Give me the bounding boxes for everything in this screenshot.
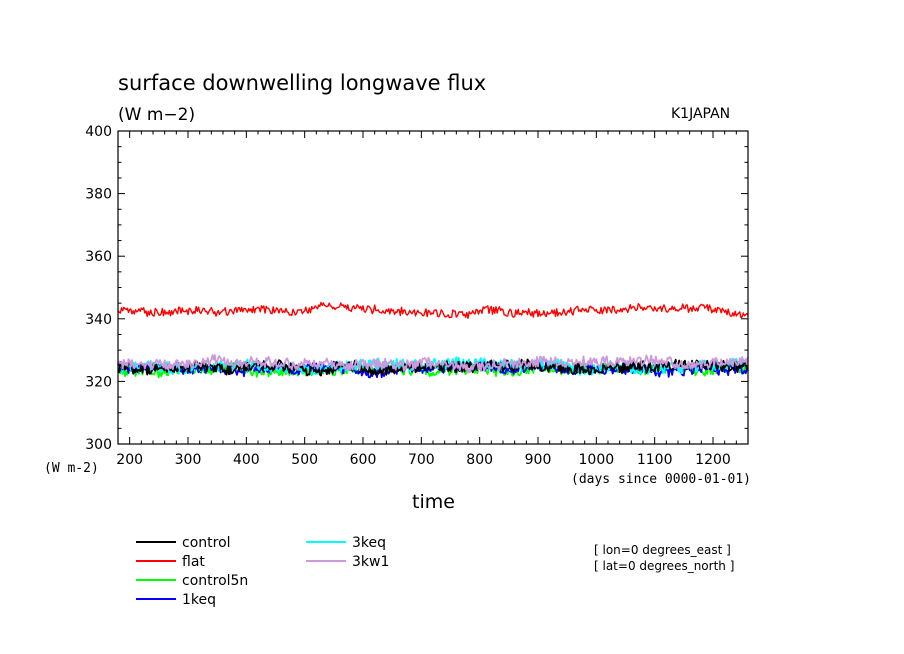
series-line-3kw1 [117,354,749,374]
x-axis-label: time [412,491,455,513]
legend-label-3kw1: 3kw1 [352,554,389,570]
x-tick-label: 300 [175,452,202,468]
legend-label-flat: flat [182,554,205,570]
y-tick-label: 340 [85,312,112,328]
series-line-flat [117,301,749,319]
chart-units: (W m−2) [118,105,195,125]
y-tick-label: 320 [85,374,112,390]
x-tick-label: 1200 [695,452,731,468]
source-label: K1JAPAN [671,106,730,122]
series-layer [117,301,749,379]
axis-layer: 200 300 400 500 600 700 800 900 1000 1100 12003003… [85,124,749,468]
series-line-control [117,358,749,377]
y-tick-label: 380 [85,187,112,203]
legend-label-3keq: 3keq [352,535,386,551]
x-tick-label: 400 [233,452,260,468]
x-tick-label: 500 [291,452,318,468]
chart-title: surface downwelling longwave flux [118,71,486,95]
y-axis-label: (W m-2) [44,461,99,476]
x-tick-label: 1100 [637,452,673,468]
y-tick-label: 360 [85,249,112,265]
x-tick-label: 1000 [579,452,615,468]
legend-label-control5n: control5n [182,573,248,589]
x-tick-label: 600 [350,452,377,468]
annotation-lat: [ lat=0 degrees_north ] [594,559,734,573]
legend-label-control: control [182,535,231,551]
legend-label-1keq: 1keq [182,592,216,608]
y-tick-label: 300 [85,437,112,453]
x-tick-label: 200 [116,452,143,468]
x-tick-label: 700 [408,452,435,468]
legend: control flat control5n 1keq 3keq 3kw1 [136,535,389,608]
plot-frame [117,130,749,445]
annotation-lon: [ lon=0 degrees_east ] [594,543,731,557]
y-tick-label: 400 [85,124,112,140]
x-axis-units: (days since 0000-01-01) [571,472,751,487]
x-tick-label: 900 [525,452,552,468]
x-tick-label: 800 [466,452,493,468]
